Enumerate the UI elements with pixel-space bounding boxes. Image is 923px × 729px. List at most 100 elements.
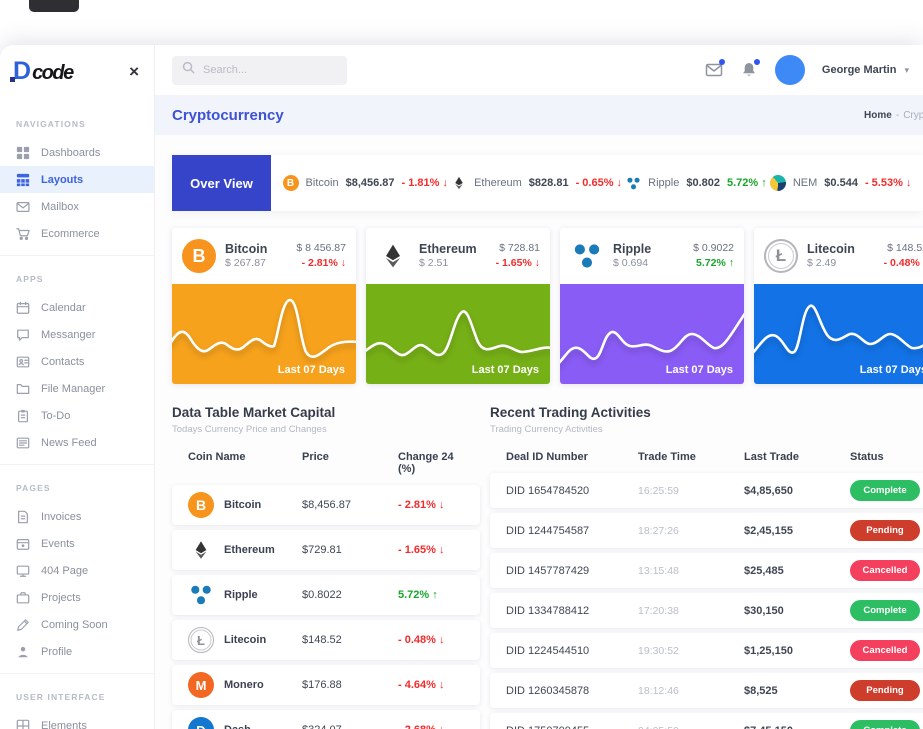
last-trade: $30,150: [744, 604, 784, 617]
avatar[interactable]: [774, 55, 805, 85]
user-name[interactable]: George Martin: [821, 64, 897, 76]
table-row[interactable]: Ł Litecoin $148.52 - 0.48% ↓: [172, 620, 480, 660]
sidebar-item-messanger[interactable]: Messanger: [0, 321, 154, 348]
last-trade: $25,485: [744, 564, 784, 577]
coin-change: - 2.68% ↓: [398, 724, 464, 729]
last-trade: $4,85,650: [744, 484, 793, 497]
sidebar-item-label: Calendar: [41, 301, 86, 314]
sidebar-item-calendar[interactable]: Calendar: [0, 294, 154, 321]
table-row[interactable]: B Bitcoin $8,456.87 - 2.81% ↓: [172, 485, 480, 525]
card-coin-change: - 0.48% ↓: [883, 257, 923, 269]
ticker-coin-change: 5.72% ↑: [726, 177, 767, 189]
status-badge[interactable]: Complete: [850, 720, 920, 729]
ticker-coin-price: $8,456.87: [345, 177, 395, 189]
table-row[interactable]: DID 1654784520 16:25:59 $4,85,650 Comple…: [490, 473, 923, 508]
sidebar-item-elements[interactable]: Elements: [0, 712, 154, 729]
sidebar-item-label: News Feed: [41, 436, 97, 449]
sidebar-item-invoices[interactable]: Invoices: [0, 503, 154, 530]
status-badge[interactable]: Complete: [850, 480, 920, 501]
dashboard-grid-icon: [16, 146, 30, 160]
bitcoin-icon: B: [182, 239, 216, 273]
ripple-icon: [625, 175, 641, 191]
column-header: Change 24 (%): [398, 451, 454, 475]
coin-name: Monero: [224, 679, 264, 691]
table-row[interactable]: M Monero $176.88 - 4.64% ↓: [172, 665, 480, 705]
ripple-icon: [570, 239, 604, 273]
table-row[interactable]: DID 1334788412 17:20:38 $30,150 Complete: [490, 593, 923, 628]
status-badge[interactable]: Complete: [850, 600, 920, 621]
sidebar-item-todo[interactable]: To-Do: [0, 402, 154, 429]
table-row[interactable]: DID 1457787429 13:15:48 $25,485 Cancelle…: [490, 553, 923, 588]
sidebar-item-coming-soon[interactable]: Coming Soon: [0, 611, 154, 638]
status-badge[interactable]: Cancelled: [850, 640, 920, 661]
sidebar-item-contacts[interactable]: Contacts: [0, 348, 154, 375]
table-row[interactable]: Ripple $0.8022 5.72% ↑: [172, 575, 480, 615]
overview-button[interactable]: Over View: [172, 155, 271, 211]
sidebar-item-ecommerce[interactable]: Ecommerce: [0, 220, 154, 247]
panel-title: Data Table Market Capital: [172, 405, 336, 420]
sidebar-item-profile[interactable]: Profile: [0, 638, 154, 665]
chart-period-label: Last 07 Days: [859, 364, 923, 376]
sidebar-item-projects[interactable]: Projects: [0, 584, 154, 611]
messages-icon[interactable]: [705, 59, 725, 79]
card-ripple[interactable]: Ripple $ 0.694 $ 0.9022 5.72% ↑ Last 07 …: [560, 228, 744, 384]
ticker-item-bitcoin[interactable]: B Bitcoin $8,456.87 - 1.81% ↓: [282, 175, 448, 191]
sidebar-item-file-manager[interactable]: File Manager: [0, 375, 154, 402]
search-box[interactable]: [172, 55, 347, 85]
panel-subtitle: Todays Currency Price and Changes: [172, 424, 327, 435]
card-ethereum[interactable]: Ethereum $ 2.51 $ 728.81 - 1.65% ↓ Last …: [366, 228, 550, 384]
card-litecoin[interactable]: Ł Litecoin $ 2.49 $ 148.52 - 0.48% ↓: [754, 228, 923, 384]
invoice-icon: [16, 510, 30, 524]
breadcrumb-home[interactable]: Home: [864, 110, 892, 121]
ticker-item-ethereum[interactable]: Ethereum $828.81 - 0.65% ↓: [451, 175, 622, 191]
ethereum-icon: [188, 537, 214, 563]
table-row[interactable]: DID 1244754587 18:27:26 $2,45,155 Pendin…: [490, 513, 923, 548]
search-input[interactable]: [203, 64, 323, 76]
layouts-icon: [16, 173, 30, 187]
ticker-coin-price: $0.544: [824, 177, 858, 189]
card-coin-change: - 1.65% ↓: [495, 257, 540, 269]
table-row[interactable]: DID 1750700455 04:05:50 $7,45,150 Comple…: [490, 713, 923, 729]
sidebar-item-dashboards[interactable]: Dashboards: [0, 139, 154, 166]
sidebar-item-label: To-Do: [41, 409, 71, 422]
table-row[interactable]: DID 1224544510 19:30:52 $1,25,150 Cancel…: [490, 633, 923, 668]
ticker-item-nem[interactable]: NEM $0.544 - 5.53% ↓: [769, 175, 911, 191]
sidebar-item-label: Projects: [41, 591, 81, 604]
sidebar-collapse-icon[interactable]: ×: [129, 61, 139, 81]
monitor-icon: [16, 564, 30, 578]
table-row[interactable]: DID 1260345878 18:12:46 $8,525 Pending: [490, 673, 923, 708]
content: Over View B Bitcoin $8,456.87 - 1.81% ↓ …: [155, 135, 923, 729]
litecoin-icon: Ł: [188, 627, 214, 653]
notification-dot: [753, 59, 760, 65]
sidebar-item-mailbox[interactable]: Mailbox: [0, 193, 154, 220]
column-header: Trade Time: [638, 451, 696, 463]
table-row[interactable]: Ethereum $729.81 - 1.65% ↓: [172, 530, 480, 570]
ticker-coin-price: $828.81: [528, 177, 569, 189]
column-header: Status: [850, 451, 884, 463]
card-coin-holding: $ 2.49: [807, 257, 837, 270]
bitcoin-icon: B: [282, 175, 299, 191]
status-badge[interactable]: Pending: [850, 520, 920, 541]
sidebar-item-404-page[interactable]: 404 Page: [0, 557, 154, 584]
sidebar-item-label: Invoices: [41, 510, 82, 523]
ripple-icon: [188, 582, 214, 608]
nem-icon: [769, 175, 786, 191]
ticker-item-ripple[interactable]: Ripple $0.802 5.72% ↑: [625, 175, 767, 191]
chevron-down-icon[interactable]: ▾: [904, 64, 909, 75]
sidebar-item-layouts[interactable]: Layouts: [0, 166, 154, 193]
main-area: George Martin ▾ Cryptocurrency Home-Cryp…: [155, 45, 923, 729]
bell-icon[interactable]: [740, 59, 760, 79]
coin-change: - 1.65% ↓: [398, 544, 445, 556]
sidebar-item-events[interactable]: Events: [0, 530, 154, 557]
status-badge[interactable]: Cancelled: [850, 560, 920, 581]
status-badge[interactable]: Pending: [850, 680, 920, 701]
sidebar-item-news-feed[interactable]: News Feed: [0, 429, 154, 456]
deal-id: DID 1457787429: [506, 564, 590, 577]
card-bitcoin[interactable]: B Bitcoin $ 267.87 $ 8 456.87 - 2.81% ↓: [172, 228, 356, 384]
coin-change: - 2.81% ↓: [398, 499, 445, 511]
coin-name: Litecoin: [224, 634, 267, 646]
card-coin-holding: $ 2.51: [419, 257, 449, 270]
table-row[interactable]: Đ Dash $324.07 - 2.68% ↓: [172, 710, 480, 729]
